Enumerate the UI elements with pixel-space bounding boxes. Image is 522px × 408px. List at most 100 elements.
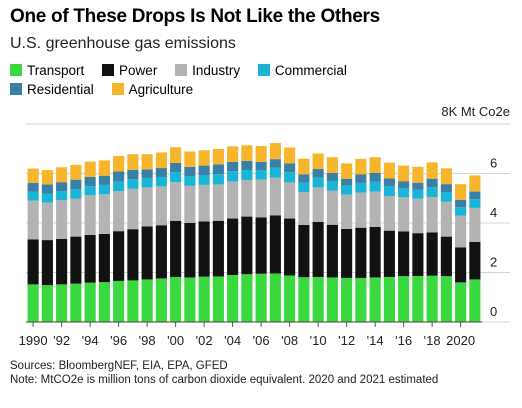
bar-segment-commercial: [412, 189, 424, 199]
bar-segment-residential: [170, 162, 182, 173]
y-tick-label: 2: [490, 255, 497, 270]
bar-segment-power: [298, 224, 310, 278]
bar-segment-industry: [27, 200, 39, 240]
legend-label: Power: [119, 63, 158, 78]
bar-segment-industry: [298, 192, 310, 225]
y-tick-label: 6: [490, 156, 497, 171]
bar-segment-residential: [212, 164, 224, 175]
bar-segment-agriculture: [455, 184, 467, 200]
bar-segment-industry: [84, 195, 96, 235]
bar-segment-transport: [70, 283, 82, 322]
bar-segment-transport: [241, 274, 253, 322]
bar-segment-agriculture: [241, 145, 253, 161]
bar-segment-transport: [440, 276, 452, 322]
bar-segment-industry: [355, 192, 367, 228]
x-tick-label: '12: [338, 333, 355, 348]
bar-segment-power: [455, 247, 467, 283]
bar-segment-residential: [113, 171, 125, 182]
bar-segment-transport: [412, 275, 424, 322]
x-tick-label: 1990: [19, 333, 48, 348]
bar-segment-residential: [255, 161, 267, 171]
legend-item-transport: Transport: [10, 61, 84, 80]
bar-segment-power: [383, 230, 395, 277]
bar-segment-commercial: [298, 182, 310, 193]
bar-segment-transport: [312, 276, 324, 322]
bar-segment-transport: [198, 276, 210, 322]
bar-segment-agriculture: [383, 162, 395, 179]
bar-segment-power: [184, 223, 196, 278]
bar-segment-agriculture: [113, 155, 125, 172]
bar-segment-commercial: [241, 170, 253, 180]
bar-segment-commercial: [170, 172, 182, 183]
bar-segment-commercial: [312, 177, 324, 188]
bar-segment-commercial: [369, 181, 381, 192]
bar-segment-agriculture: [170, 147, 182, 163]
bar-segment-agriculture: [355, 158, 367, 175]
bar-segment-power: [440, 236, 452, 277]
bar-segment-commercial: [141, 177, 153, 188]
legend-label: Transport: [27, 63, 85, 78]
bar-segment-industry: [440, 201, 452, 237]
bar-segment-residential: [241, 160, 253, 171]
bar-segment-residential: [56, 182, 68, 192]
bar-segment-transport: [155, 278, 167, 322]
bar-segment-industry: [198, 184, 210, 222]
chart-subtitle: U.S. greenhouse gas emissions: [10, 35, 236, 52]
bar-segment-transport: [426, 275, 438, 322]
x-tick-label: '18: [424, 333, 441, 348]
bar-segment-residential: [326, 173, 338, 181]
legend-swatch: [175, 64, 188, 76]
bar-segment-agriculture: [84, 161, 96, 177]
bar-segment-industry: [155, 186, 167, 226]
bar-segment-power: [198, 221, 210, 277]
bar-segment-commercial: [84, 186, 96, 196]
legend-label: Residential: [27, 82, 94, 97]
bar-segment-industry: [98, 194, 110, 234]
bar-segment-transport: [298, 277, 310, 322]
bar-segment-transport: [355, 277, 367, 322]
bar-segment-power: [355, 227, 367, 278]
bar-segment-power: [170, 220, 182, 277]
legend-label: Agriculture: [128, 82, 194, 97]
bar-segment-transport: [84, 282, 96, 322]
bar-segment-residential: [27, 182, 39, 192]
bar-segment-agriculture: [269, 143, 281, 160]
bar-segment-residential: [440, 184, 452, 193]
legend-item-agriculture: Agriculture: [111, 80, 194, 99]
bar-segment-agriculture: [155, 152, 167, 169]
bar-segment-residential: [341, 178, 353, 186]
bar-segment-industry: [212, 184, 224, 221]
bar-segment-transport: [141, 279, 153, 322]
bar-segment-residential: [284, 163, 296, 173]
bar-segment-commercial: [398, 188, 410, 198]
bar-segment-agriculture: [312, 153, 324, 170]
bar-segment-residential: [426, 178, 438, 188]
bar-segment-power: [56, 238, 68, 285]
bar-segment-agriculture: [227, 146, 239, 162]
bar-segment-transport: [398, 276, 410, 322]
bar-segment-agriculture: [341, 163, 353, 179]
bar-segment-residential: [398, 181, 410, 189]
chart-title: One of These Drops Is Not Like the Other…: [10, 6, 380, 27]
bar-segment-power: [141, 226, 153, 280]
bar-segment-transport: [41, 285, 53, 322]
bar-segment-transport: [212, 276, 224, 322]
y-tick-label: 0: [490, 304, 497, 319]
bar-segment-commercial: [355, 182, 367, 193]
x-tick-label: '06: [253, 333, 270, 348]
bar-segment-commercial: [426, 187, 438, 198]
bar-segment-agriculture: [426, 162, 438, 179]
legend-swatch: [257, 64, 270, 76]
estimate-note: Note: MtCO2e is million tons of carbon d…: [10, 374, 439, 386]
bar-segment-power: [326, 224, 338, 278]
bar-segment-transport: [170, 276, 182, 322]
bar-segment-agriculture: [440, 168, 452, 185]
bar-segment-industry: [284, 182, 296, 219]
sources-note: Sources: BloombergNEF, EIA, EPA, GFED: [10, 360, 228, 372]
bar-segment-agriculture: [412, 166, 424, 183]
legend: Transport Power Industry Commercial Resi…: [10, 61, 420, 99]
bar-segment-residential: [41, 184, 53, 194]
x-tick-label: '02: [196, 333, 213, 348]
bar-segment-residential: [98, 175, 110, 185]
